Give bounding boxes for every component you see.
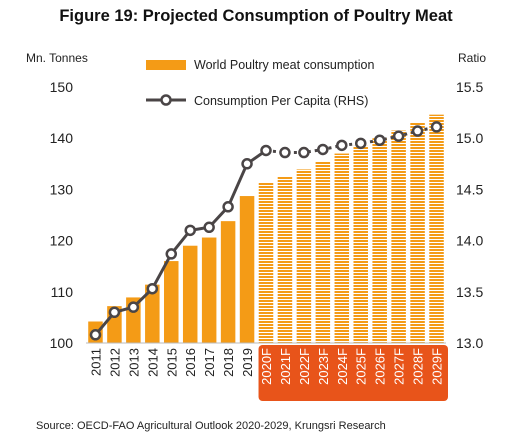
right-tick-label: 13.0 bbox=[456, 335, 483, 351]
bar bbox=[182, 245, 198, 343]
right-tick-label: 14.0 bbox=[456, 233, 483, 249]
line-point bbox=[411, 125, 424, 137]
right-tick-label: 14.5 bbox=[456, 181, 483, 197]
forecast-bar bbox=[334, 153, 350, 343]
forecast-bar bbox=[296, 169, 312, 343]
x-tick-label: 2014 bbox=[145, 348, 160, 377]
x-tick-label: 2020F bbox=[259, 348, 274, 385]
bar bbox=[220, 221, 236, 343]
line-point bbox=[165, 248, 178, 260]
bar bbox=[201, 237, 217, 343]
legend-bar-label: World Poultry meat consumption bbox=[194, 58, 374, 72]
x-tick-label: 2018 bbox=[221, 348, 236, 377]
line-point bbox=[127, 301, 140, 313]
left-tick-label: 120 bbox=[50, 233, 74, 249]
x-tick-label: 2017 bbox=[202, 348, 217, 377]
line-point bbox=[279, 146, 291, 159]
line-point bbox=[298, 146, 310, 159]
forecast-bar bbox=[353, 145, 368, 343]
line-point bbox=[89, 329, 102, 341]
x-tick-label: 2015 bbox=[164, 348, 179, 377]
left-tick-label: 140 bbox=[50, 130, 74, 146]
bar bbox=[145, 284, 160, 343]
legend-line-label: Consumption Per Capita (RHS) bbox=[194, 94, 368, 108]
x-tick-label: 2012 bbox=[107, 348, 122, 377]
left-tick-label: 130 bbox=[50, 181, 74, 197]
line-point bbox=[392, 130, 405, 142]
left-axis-ticks: 100 110 120 130 140 150 bbox=[50, 79, 74, 351]
forecast-bar bbox=[315, 161, 331, 343]
line-segment-forecast bbox=[265, 125, 437, 155]
bar bbox=[164, 261, 179, 343]
x-tick-label: 2013 bbox=[126, 348, 141, 377]
left-tick-label: 110 bbox=[51, 284, 74, 300]
x-tick-label: 2011 bbox=[88, 348, 103, 376]
line-point bbox=[430, 121, 443, 133]
line-point bbox=[373, 134, 386, 146]
chart-title: Figure 19: Projected Consumption of Poul… bbox=[59, 7, 453, 25]
x-tick-label: 2027F bbox=[392, 348, 407, 385]
forecast-label-background bbox=[258, 345, 448, 401]
right-tick-label: 15.0 bbox=[456, 130, 483, 146]
forecast-bar bbox=[258, 182, 274, 343]
bars bbox=[88, 114, 444, 343]
x-tick-label: 2029F bbox=[430, 348, 445, 385]
forecast-bar bbox=[372, 138, 387, 343]
line-point bbox=[108, 306, 121, 319]
right-tick-label: 15.5 bbox=[456, 79, 483, 95]
x-tick-label: 2019 bbox=[240, 348, 255, 377]
bar bbox=[239, 196, 255, 343]
line-point bbox=[203, 221, 215, 234]
legend-bar-swatch bbox=[146, 60, 186, 70]
source-note: Source: OECD-FAO Agricultural Outlook 20… bbox=[36, 420, 386, 432]
forecast-bar bbox=[277, 176, 293, 343]
line-point bbox=[222, 201, 234, 213]
right-tick-label: 13.5 bbox=[456, 284, 483, 300]
x-tick-label: 2024F bbox=[335, 348, 350, 385]
per-capita-line bbox=[89, 121, 443, 341]
line-point bbox=[260, 144, 272, 157]
line-point bbox=[184, 224, 196, 237]
x-tick-label: 2025F bbox=[354, 348, 369, 385]
legend-line-marker bbox=[160, 94, 172, 106]
right-axis-label: Ratio bbox=[458, 51, 486, 65]
x-tick-label: 2022F bbox=[297, 348, 312, 385]
line-point bbox=[146, 282, 159, 295]
x-tick-label: 2016 bbox=[183, 348, 198, 377]
left-axis-label: Mn. Tonnes bbox=[26, 51, 88, 65]
x-tick-label: 2028F bbox=[411, 348, 426, 385]
right-axis-ticks: 13.0 13.5 14.0 14.5 15.0 15.5 bbox=[456, 79, 483, 351]
left-tick-label: 150 bbox=[50, 79, 74, 95]
forecast-bar bbox=[391, 130, 406, 343]
line-point bbox=[354, 137, 367, 150]
x-tick-label: 2026F bbox=[373, 348, 388, 385]
x-tick-label: 2023F bbox=[316, 348, 331, 385]
x-axis-labels: 2011 2012 2013 2014 2015 2016 2017 2018 2019 2020… bbox=[88, 348, 444, 385]
line-point bbox=[241, 158, 253, 170]
line-point bbox=[336, 139, 348, 152]
line-point bbox=[317, 143, 329, 156]
forecast-bar bbox=[410, 122, 425, 343]
x-tick-label: 2021F bbox=[278, 348, 293, 385]
forecast-bar bbox=[429, 114, 444, 343]
line-segment-actual bbox=[94, 149, 267, 336]
left-tick-label: 100 bbox=[50, 335, 74, 351]
